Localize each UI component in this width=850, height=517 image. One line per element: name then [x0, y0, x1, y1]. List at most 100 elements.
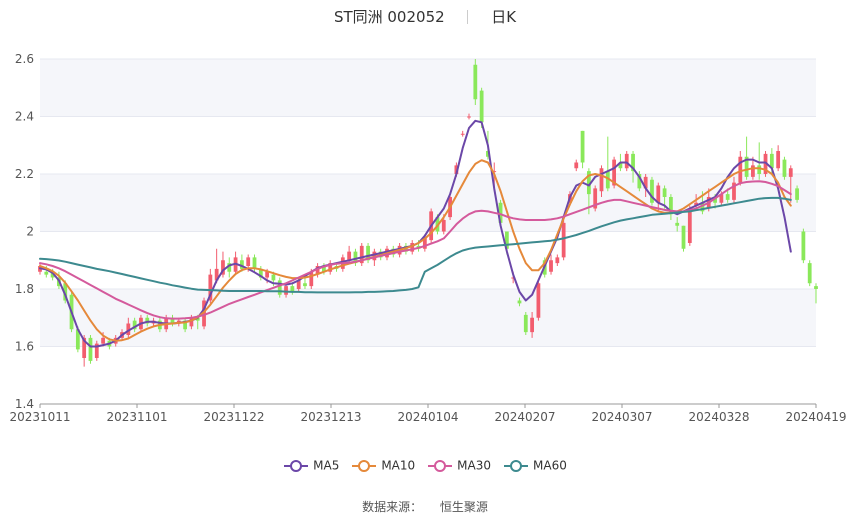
- x-tick-label: 20231011: [9, 410, 70, 424]
- candle: [410, 240, 415, 255]
- candle-body: [410, 243, 415, 252]
- legend-marker-icon: [504, 459, 529, 472]
- candle-body: [643, 176, 648, 189]
- candle-body: [277, 280, 282, 295]
- candle-body: [208, 274, 213, 301]
- candle: [523, 312, 528, 335]
- candle-body: [511, 277, 516, 279]
- candle-body: [637, 174, 642, 189]
- candle-body: [347, 251, 352, 261]
- legend-item-ma60[interactable]: MA60: [503, 458, 567, 473]
- x-tick-label: 20231122: [203, 410, 264, 424]
- candle-body: [687, 208, 692, 243]
- candle: [814, 283, 818, 304]
- candle-body: [738, 156, 743, 183]
- candle: [202, 297, 206, 330]
- candle: [208, 268, 213, 304]
- candle: [555, 254, 560, 266]
- chart-title: ST同洲 002052 日K: [0, 6, 850, 28]
- candle-body: [492, 171, 497, 173]
- kline-chart[interactable]: 1.4 1.6 1.8 2 2.2 2.4 2.6 20231011 20231101 20231…: [0, 0, 850, 430]
- candle-body: [221, 260, 225, 275]
- candle-body: [631, 153, 635, 172]
- candle-body: [44, 271, 49, 275]
- candle: [328, 260, 333, 275]
- candle-body: [422, 237, 427, 249]
- candle-body: [498, 202, 503, 223]
- candle-body: [763, 153, 768, 174]
- candle-body: [719, 194, 724, 203]
- x-tick-label: 20240328: [688, 410, 749, 424]
- x-tick-label: 20231101: [106, 410, 167, 424]
- legend-label: MA5: [313, 458, 340, 473]
- ma60-line: [39, 196, 792, 294]
- candle-body: [479, 90, 484, 123]
- candle-body: [700, 202, 705, 212]
- candle-body: [751, 165, 755, 177]
- candle: [315, 263, 320, 278]
- candle-body: [94, 343, 99, 358]
- legend-item-ma30[interactable]: MA30: [427, 458, 491, 473]
- x-tick-label: 20240207: [494, 410, 555, 424]
- candle-body: [732, 182, 736, 200]
- candle-body: [555, 257, 560, 264]
- candle-body: [50, 271, 55, 278]
- candle-body: [82, 337, 87, 358]
- y-tick-label: 2.6: [15, 52, 34, 66]
- y-tick-label: 2: [26, 225, 34, 239]
- source-label: 数据来源：: [362, 500, 423, 514]
- candle-body: [189, 317, 194, 327]
- period-label[interactable]: 日K: [491, 8, 517, 26]
- candle-body: [656, 185, 661, 203]
- candle-body: [769, 153, 774, 169]
- candle-body: [757, 165, 762, 174]
- candle: [631, 151, 635, 183]
- candle-body: [586, 171, 591, 195]
- stock-name: ST同洲 002052: [333, 8, 445, 26]
- candle: [132, 317, 137, 333]
- candle: [675, 217, 680, 232]
- candle-body: [807, 263, 812, 284]
- legend-item-ma10[interactable]: MA10: [351, 458, 415, 473]
- title-separator: [467, 9, 469, 24]
- y-tick-label: 2.2: [15, 167, 34, 181]
- candle-body: [801, 231, 806, 261]
- candle: [536, 280, 541, 321]
- candle: [643, 174, 648, 197]
- candle-body: [536, 283, 541, 318]
- candle: [574, 159, 579, 172]
- candle: [303, 277, 307, 289]
- x-tick-label: 20240104: [397, 410, 458, 424]
- candle: [88, 335, 93, 364]
- candle: [763, 151, 768, 177]
- candle-body: [580, 130, 585, 163]
- candle: [214, 248, 219, 284]
- candle-body: [681, 225, 686, 249]
- candle: [94, 340, 99, 361]
- candle-body: [473, 64, 478, 100]
- grid-band: [40, 289, 816, 347]
- candle-body: [322, 266, 326, 272]
- candle-body: [599, 168, 604, 192]
- candle-body: [315, 266, 320, 275]
- candle: [239, 254, 244, 272]
- chart-axes: 1.4 1.6 1.8 2 2.2 2.4 2.6 20231011 20231101 20231…: [9, 52, 846, 424]
- candle-body: [303, 283, 307, 287]
- candle-body: [650, 179, 654, 203]
- candle-body: [662, 188, 667, 197]
- candle: [227, 257, 232, 278]
- candle-body: [271, 274, 276, 281]
- candle-body: [101, 337, 105, 344]
- candle-body: [265, 271, 270, 278]
- candle-body: [258, 268, 263, 278]
- candle-body: [694, 202, 699, 206]
- candle-body: [227, 263, 232, 272]
- candle-body: [486, 151, 490, 157]
- candle: [807, 260, 812, 287]
- candle: [738, 151, 743, 186]
- candle-body: [725, 194, 730, 200]
- candle: [656, 182, 661, 212]
- legend-item-ma5[interactable]: MA5: [283, 458, 339, 473]
- candle-body: [126, 323, 131, 335]
- legend-marker-icon: [352, 459, 377, 472]
